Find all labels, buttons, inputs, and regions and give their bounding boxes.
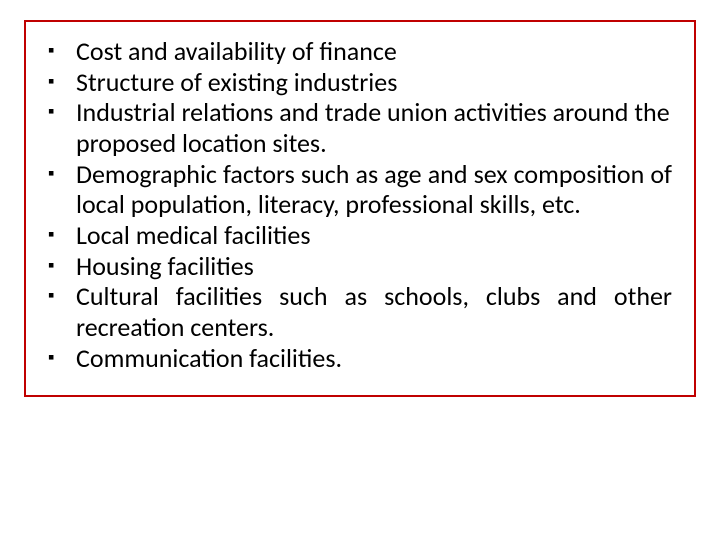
bullet-icon: ▪: [48, 343, 76, 372]
bullet-icon: ▪: [48, 281, 76, 310]
list-item: ▪Structure of existing industries: [48, 67, 672, 98]
content-box: ▪Cost and availability of finance▪Struct…: [24, 20, 696, 397]
list-item: ▪Demographic factors such as age and sex…: [48, 159, 672, 220]
list-item-text: Cultural facilities such as schools, clu…: [76, 281, 672, 342]
list-item-text: Industrial relations and trade union act…: [76, 97, 672, 158]
list-item: ▪Industrial relations and trade union ac…: [48, 97, 672, 158]
list-item: ▪Communication facilities.: [48, 343, 672, 374]
bullet-icon: ▪: [48, 36, 76, 65]
list-item-text: Demographic factors such as age and sex …: [76, 159, 672, 220]
bullet-icon: ▪: [48, 67, 76, 96]
list-item-text: Local medical facilities: [76, 220, 672, 251]
bullet-icon: ▪: [48, 251, 76, 280]
slide: ▪Cost and availability of finance▪Struct…: [0, 0, 720, 540]
list-item: ▪Cost and availability of finance: [48, 36, 672, 67]
list-item-text: Structure of existing industries: [76, 67, 672, 98]
bullet-icon: ▪: [48, 97, 76, 126]
list-item: ▪Local medical facilities: [48, 220, 672, 251]
list-item: ▪Cultural facilities such as schools, cl…: [48, 281, 672, 342]
list-item-text: Housing facilities: [76, 251, 672, 282]
bullet-icon: ▪: [48, 220, 76, 249]
bullet-list: ▪Cost and availability of finance▪Struct…: [48, 36, 672, 373]
list-item-text: Cost and availability of finance: [76, 36, 672, 67]
list-item: ▪Housing facilities: [48, 251, 672, 282]
bullet-icon: ▪: [48, 159, 76, 188]
list-item-text: Communication facilities.: [76, 343, 672, 374]
